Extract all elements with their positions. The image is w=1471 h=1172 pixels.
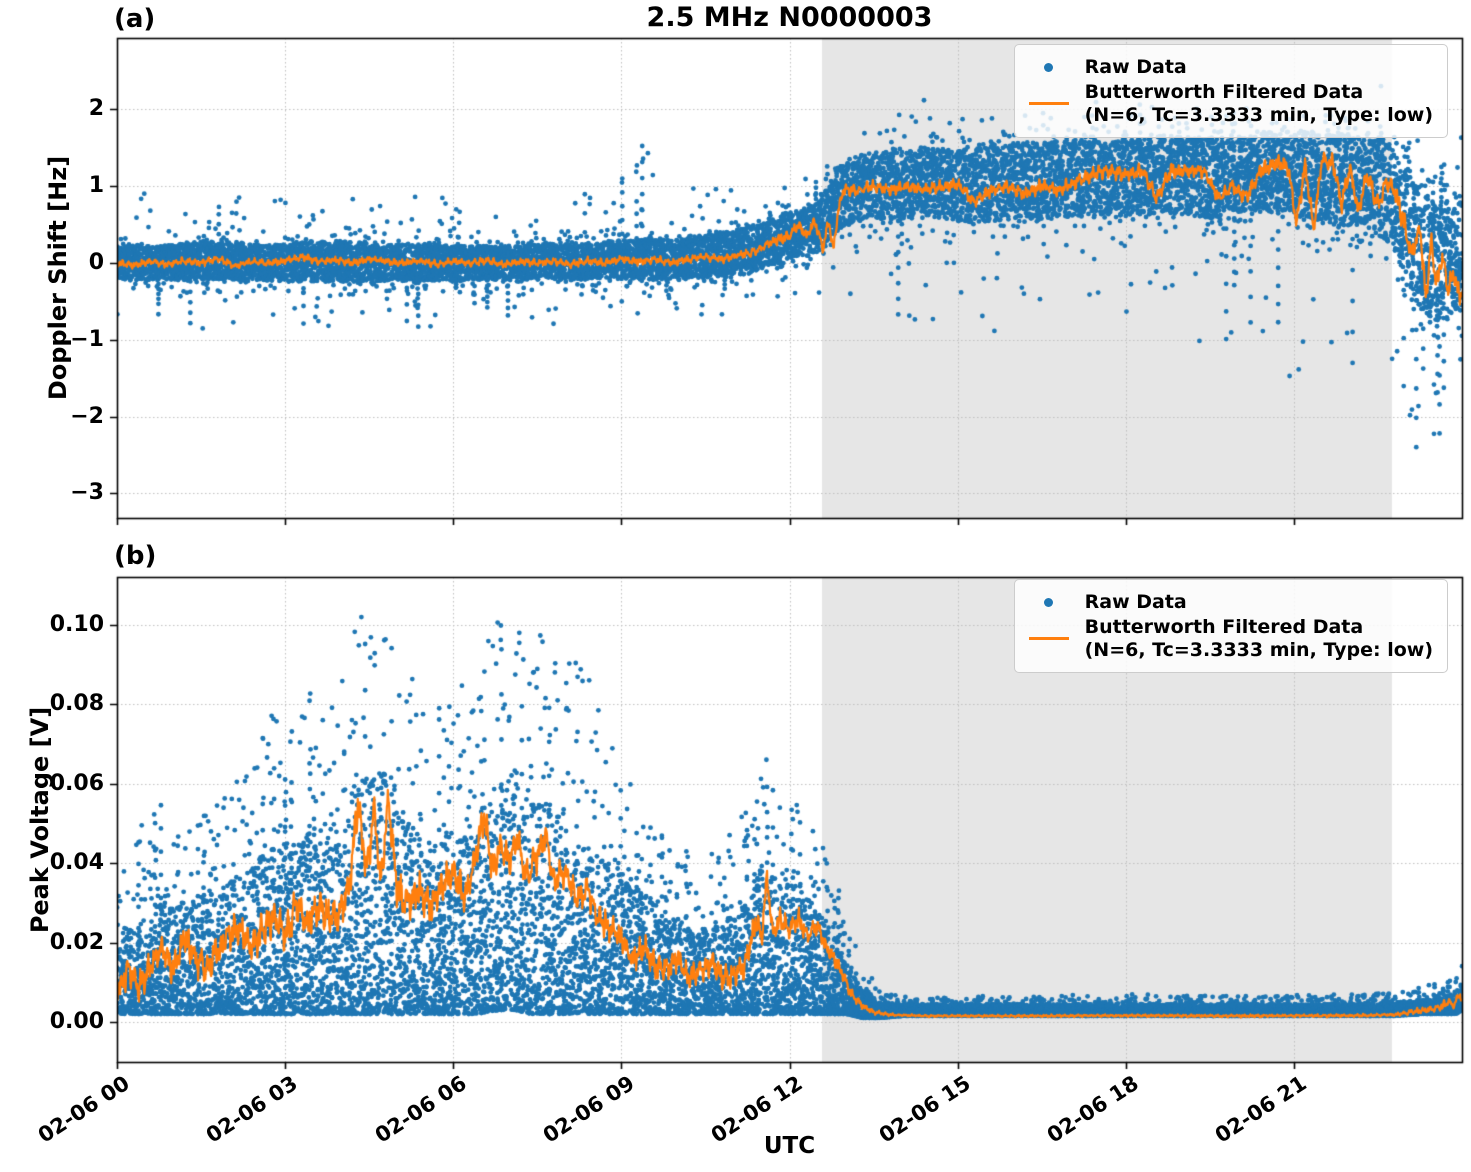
legend-entry-filtered: Butterworth Filtered Data (N=6, Tc=3.333… [1023, 616, 1433, 661]
y-tick-label: −1 [70, 326, 104, 352]
legend-entry-raw: Raw Data [1023, 56, 1433, 78]
y-tick-label: 1 [88, 173, 104, 199]
legend-filtered-sublabel: (N=6, Tc=3.3333 min, Type: low) [1084, 103, 1433, 126]
legend-raw-label: Raw Data [1084, 56, 1187, 78]
filtered-line-marker-icon [1028, 102, 1069, 106]
legend-entry-raw: Raw Data [1023, 591, 1433, 613]
legend-b: Raw Data Butterworth Filtered Data (N=6,… [1013, 579, 1448, 674]
y-tick-label: 0.04 [49, 850, 104, 876]
legend-filtered-sublabel: (N=6, Tc=3.3333 min, Type: low) [1084, 638, 1433, 661]
raw-data-marker-icon [1044, 597, 1054, 607]
y-tick-label: 0.02 [49, 929, 104, 955]
filtered-line-marker-icon [1028, 637, 1069, 641]
panel-b-label: (b) [114, 541, 157, 571]
y-tick-label: 0.10 [49, 612, 104, 638]
legend-filtered-label: Butterworth Filtered Data [1084, 616, 1364, 639]
y-tick-label: 0.06 [49, 770, 104, 796]
legend-raw-label: Raw Data [1084, 591, 1187, 613]
legend-filtered-label: Butterworth Filtered Data [1084, 81, 1364, 104]
x-axis-label: UTC [763, 1133, 816, 1159]
y-tick-label: 0.08 [49, 691, 104, 717]
y-tick-label: 0.00 [49, 1008, 104, 1034]
y-tick-label: −2 [70, 403, 104, 429]
y-axis-label-b: Peak Voltage [V] [26, 706, 54, 934]
raw-data-marker-icon [1044, 62, 1054, 72]
legend-a: Raw Data Butterworth Filtered Data (N=6,… [1013, 44, 1448, 139]
legend-entry-filtered: Butterworth Filtered Data (N=6, Tc=3.333… [1023, 81, 1433, 126]
y-tick-label: 0 [88, 250, 104, 276]
y-tick-label: 2 [88, 96, 104, 122]
panel-a-label: (a) [114, 4, 156, 34]
y-tick-label: −3 [70, 480, 104, 506]
chart-title: 2.5 MHz N0000003 [646, 2, 933, 33]
